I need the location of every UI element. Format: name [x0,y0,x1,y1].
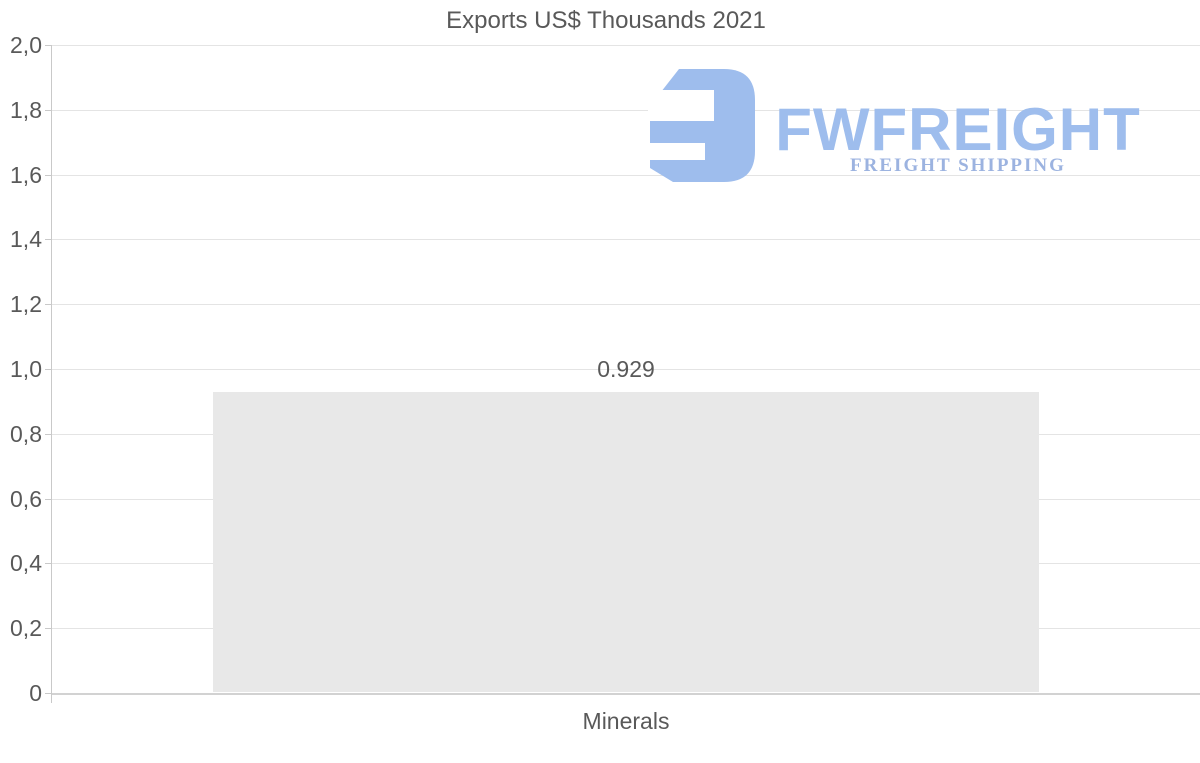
y-axis-tick-label: 1,2 [10,291,42,317]
y-axis-tick [45,434,51,435]
gridline [51,110,1200,111]
gridline [51,45,1200,46]
fwfreight-tagline-text: FREIGHT SHIPPING [850,155,1066,176]
y-axis-tick-label: 1,4 [10,226,42,252]
gridline [51,239,1200,240]
y-axis-tick [45,628,51,629]
bar-minerals [213,392,1039,692]
gridline [51,369,1200,370]
y-axis-tick-label: 1,6 [10,162,42,188]
y-axis-tick-label: 0,6 [10,486,42,512]
y-axis-tick [45,499,51,500]
y-axis-tick-label: 0,2 [10,615,42,641]
y-axis-tick-label: 1,0 [10,356,42,382]
y-axis-tick-label: 1,8 [10,97,42,123]
fwfreight-brand-text: FWFREIGHT [775,96,1141,163]
y-axis-tick-label: 2,0 [10,32,42,58]
gridline [51,304,1200,305]
x-axis-baseline [51,693,1200,695]
fwfreight-logo: FWFREIGHT FREIGHT SHIPPING [648,69,1148,182]
bar-value-label: 0.929 [597,356,655,382]
y-axis-tick [45,563,51,564]
y-axis-tick [45,304,51,305]
gridline [51,175,1200,176]
y-axis-tick-label: 0,4 [10,550,42,576]
y-axis-tick [45,175,51,176]
y-axis-tick [45,45,51,46]
x-axis-category-label: Minerals [582,708,670,734]
y-axis-tick [45,239,51,240]
fwfreight-logo-icon [648,69,755,182]
y-axis-tick [45,693,51,694]
y-axis-line [51,45,52,703]
y-axis-tick-label: 0 [29,680,42,706]
chart-title: Exports US$ Thousands 2021 [446,7,766,34]
y-axis-tick [45,110,51,111]
y-axis-tick [45,369,51,370]
y-axis-tick-label: 0,8 [10,421,42,447]
